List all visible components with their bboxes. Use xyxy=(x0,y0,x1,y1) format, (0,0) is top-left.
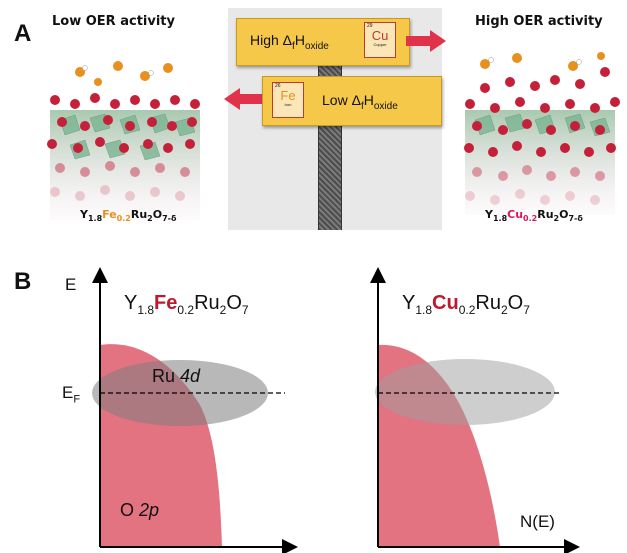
element-name: Iron xyxy=(284,102,292,107)
sign-label-text: H xyxy=(363,92,374,108)
fermi-level-label: EF xyxy=(62,383,80,405)
left-dos-diagram xyxy=(92,267,298,553)
formula-element: Ru xyxy=(194,292,220,314)
formula-subscript: 7 xyxy=(523,303,530,317)
formula-element: O xyxy=(152,208,163,221)
atomic-number: 29 xyxy=(367,23,373,29)
element-symbol: Cu xyxy=(371,28,389,43)
dos-diagrams xyxy=(92,267,580,553)
fermi-subscript: F xyxy=(73,393,81,406)
formula-subscript: 1.8 xyxy=(415,303,433,317)
formula-subscript: 1.8 xyxy=(137,303,155,317)
right-catalyst-slab xyxy=(464,52,620,215)
formula-element: Y xyxy=(80,208,88,221)
sign-label-text: High Δ xyxy=(250,32,293,48)
sign-label-subscript: oxide xyxy=(373,100,398,112)
fe-surface-species xyxy=(75,61,173,86)
left-dos-formula: Y1.8Fe0.2Ru2O7 xyxy=(124,292,249,317)
formula-subscript: 2 xyxy=(219,303,227,317)
sign-label-subscript: oxide xyxy=(304,40,329,52)
left-catalyst-slab xyxy=(47,61,200,220)
cu-element-box: 29 Cu Copper xyxy=(364,22,396,58)
band-orbital: 2p xyxy=(139,500,160,520)
left-activity-title: Low OER activity xyxy=(52,14,175,29)
dos-axis-label: N(E) xyxy=(520,512,555,531)
formula-subscript: 0.2 xyxy=(458,303,476,317)
energy-axis-label: E xyxy=(65,275,77,294)
formula-dopant: Cu xyxy=(432,292,459,314)
sign-label-text: Low Δ xyxy=(322,92,361,108)
formula-element: O xyxy=(507,292,524,314)
band-element: Ru xyxy=(152,366,181,386)
formula-dopant: Cu xyxy=(507,208,524,221)
high-enthalpy-label: High ΔfHoxide xyxy=(250,32,329,52)
formula-subscript: 7-δ xyxy=(568,214,583,224)
formula-subscript: 2 xyxy=(553,214,560,224)
formula-element: O xyxy=(559,208,569,221)
formula-subscript: 0.2 xyxy=(116,214,131,224)
formula-element: Y xyxy=(124,292,138,314)
atomic-number: 26 xyxy=(275,83,281,89)
formula-subscript: 2 xyxy=(500,303,508,317)
element-name: Copper xyxy=(373,42,387,47)
cu-surface-species xyxy=(480,52,605,71)
right-dos-formula: Y1.8Cu0.2Ru2O7 xyxy=(402,292,530,317)
formula-subscript: 0.2 xyxy=(177,303,195,317)
formula-subscript: 1.8 xyxy=(87,214,103,224)
sign-label-subscript: f xyxy=(360,100,364,112)
fe-element-box: 26 Fe Iron xyxy=(272,82,304,118)
sign-label-subscript: f xyxy=(292,40,295,52)
formula-subscript: 0.2 xyxy=(523,214,538,224)
formula-element: Y xyxy=(402,292,416,314)
fermi-symbol: E xyxy=(62,383,74,402)
formula-element: Ru xyxy=(130,208,148,221)
low-enthalpy-label: Low ΔfHoxide xyxy=(322,92,398,112)
left-catalyst-formula: Y1.8Fe0.2Ru2O7-δ xyxy=(80,208,176,223)
right-catalyst-formula: Y1.8Cu0.2Ru2O7-δ xyxy=(485,208,583,223)
formula-element: O xyxy=(226,292,242,314)
sign-label-text: H xyxy=(294,32,305,48)
formula-dopant: Fe xyxy=(102,208,117,221)
band-element: O xyxy=(120,500,140,520)
panel-a-letter: A xyxy=(14,20,32,47)
band-orbital: 4d xyxy=(180,366,201,386)
formula-element: Ru xyxy=(537,208,554,221)
panel-b-letter: B xyxy=(14,268,32,295)
formula-element: Y xyxy=(485,208,493,221)
formula-subscript: 1.8 xyxy=(492,214,508,224)
left-arrow-icon xyxy=(224,88,264,110)
formula-subscript: 7 xyxy=(241,303,249,317)
oxygen-atoms xyxy=(47,93,200,201)
right-activity-title: High OER activity xyxy=(475,14,603,29)
formula-element: Ru xyxy=(475,292,501,314)
formula-dopant: Fe xyxy=(154,292,178,314)
ru-4d-label: Ru 4d xyxy=(152,366,200,387)
formula-subscript: 2 xyxy=(147,214,153,224)
formula-subscript: 7-δ xyxy=(162,214,177,224)
ru-4d-band xyxy=(375,359,555,425)
o-2p-label: O 2p xyxy=(120,500,159,521)
right-dos-diagram xyxy=(370,267,580,553)
right-arrow-icon xyxy=(406,30,446,52)
signpost-pole xyxy=(318,44,342,230)
element-symbol: Fe xyxy=(280,88,296,103)
oxygen-atoms xyxy=(464,67,620,205)
